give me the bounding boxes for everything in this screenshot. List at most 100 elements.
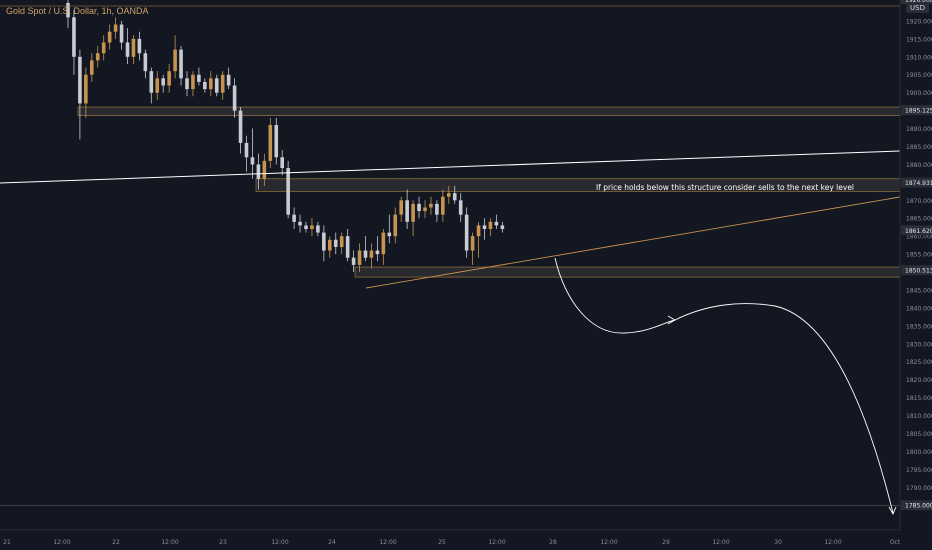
candle — [322, 225, 326, 262]
candle — [274, 117, 279, 165]
candle-body — [292, 214, 296, 222]
candle-body — [375, 250, 380, 255]
price-label-text: 1874.931 — [905, 180, 932, 187]
projection-arrow-end — [888, 506, 897, 516]
candle-body — [500, 225, 505, 230]
candle — [393, 207, 398, 244]
price-tick-label: 1900.000 — [906, 90, 932, 97]
price-tick-label: 1870.000 — [906, 198, 932, 205]
candle-body — [220, 74, 225, 93]
candlestick-series — [66, 0, 505, 273]
price-tick-label: 1805.000 — [906, 431, 932, 438]
price-tick-label: 1820.000 — [906, 377, 932, 384]
candle-body — [405, 200, 409, 222]
candle-body — [381, 232, 386, 255]
candle — [173, 35, 177, 79]
candle-body — [417, 203, 421, 212]
drawing-lines[interactable] — [0, 5, 901, 516]
candle — [423, 200, 427, 219]
candle — [447, 185, 451, 204]
candle-body — [66, 3, 70, 18]
currency-badge[interactable]: USD — [906, 3, 929, 13]
candle-body — [304, 225, 308, 230]
price-tick-label: 1890.000 — [906, 126, 932, 133]
candle-body — [328, 239, 332, 251]
candle-body — [125, 42, 130, 57]
candle-body — [333, 239, 338, 247]
candle — [90, 53, 94, 82]
price-tick-label: 1915.000 — [906, 36, 932, 43]
price-labels: 1926.000 1895.125 1874.931 1861.620 1850.513… — [901, 0, 932, 511]
price-tick-label: 1825.000 — [906, 359, 932, 366]
time-tick-label: 23 — [219, 539, 227, 546]
time-tick-label: 12:00 — [271, 539, 288, 546]
candle — [72, 10, 76, 75]
time-tick-label: 22 — [112, 539, 120, 546]
price-label-box — [901, 225, 932, 236]
price-tick-label: 1810.000 — [906, 413, 932, 420]
candle — [280, 150, 284, 176]
candle-body — [399, 200, 403, 215]
candle-body — [191, 74, 195, 90]
price-tick-label: 1920.000 — [906, 18, 932, 25]
candle-body — [274, 124, 279, 158]
price-tick-label: 1815.000 — [906, 395, 932, 402]
candle-body — [452, 193, 457, 201]
candle-body — [107, 31, 112, 43]
candle — [292, 207, 296, 230]
candle-body — [119, 24, 124, 43]
candle-body — [316, 225, 320, 233]
candle-body — [423, 207, 427, 212]
candle-body — [90, 60, 94, 75]
candle — [220, 71, 225, 100]
price-label-text: 1861.620 — [905, 228, 932, 235]
candle — [333, 232, 338, 255]
candle-body — [155, 78, 160, 93]
candle-body — [322, 232, 326, 251]
price-label-box — [901, 105, 932, 116]
time-axis[interactable]: 21 12:00 22 12:00 23 12:00 24 12:00 25 12:00 28 12:… — [0, 529, 901, 546]
time-tick-label: 12:00 — [600, 539, 617, 546]
time-tick-label: 25 — [438, 539, 446, 546]
price-label-box — [901, 500, 932, 511]
price-label-box — [901, 265, 932, 276]
candle-body — [262, 160, 267, 179]
candle — [203, 78, 207, 93]
candle-body — [298, 221, 302, 226]
white-trend-line — [0, 150, 901, 184]
candle — [310, 218, 314, 237]
candle — [304, 221, 308, 233]
candle — [197, 67, 201, 86]
candle — [84, 67, 88, 118]
candle — [119, 20, 124, 50]
price-tick-label: 1910.000 — [906, 54, 932, 61]
candle-body — [167, 71, 171, 86]
price-tick-label: 1835.000 — [906, 323, 932, 330]
candle — [369, 243, 374, 269]
time-tick-label: 12:00 — [824, 539, 841, 546]
candle — [191, 71, 195, 97]
candle — [339, 232, 344, 255]
candle — [375, 236, 380, 262]
candle — [244, 135, 249, 172]
candle-body — [429, 203, 433, 208]
candle — [179, 46, 183, 86]
candle — [357, 243, 362, 273]
candle-body — [393, 214, 398, 237]
candle — [399, 196, 403, 222]
price-tick-label: 1905.000 — [906, 72, 932, 79]
candle-body — [209, 78, 213, 90]
candle-body — [411, 203, 415, 222]
candle — [125, 28, 130, 64]
candle-body — [369, 250, 374, 258]
candle — [351, 250, 356, 273]
price-tick-label: 1865.000 — [906, 216, 932, 223]
candle — [101, 35, 106, 61]
candle — [494, 214, 499, 230]
candle-body — [131, 38, 136, 57]
candle — [381, 229, 386, 265]
candle-body — [250, 157, 255, 165]
time-tick-label: 12:00 — [712, 539, 729, 546]
candle — [256, 153, 261, 190]
